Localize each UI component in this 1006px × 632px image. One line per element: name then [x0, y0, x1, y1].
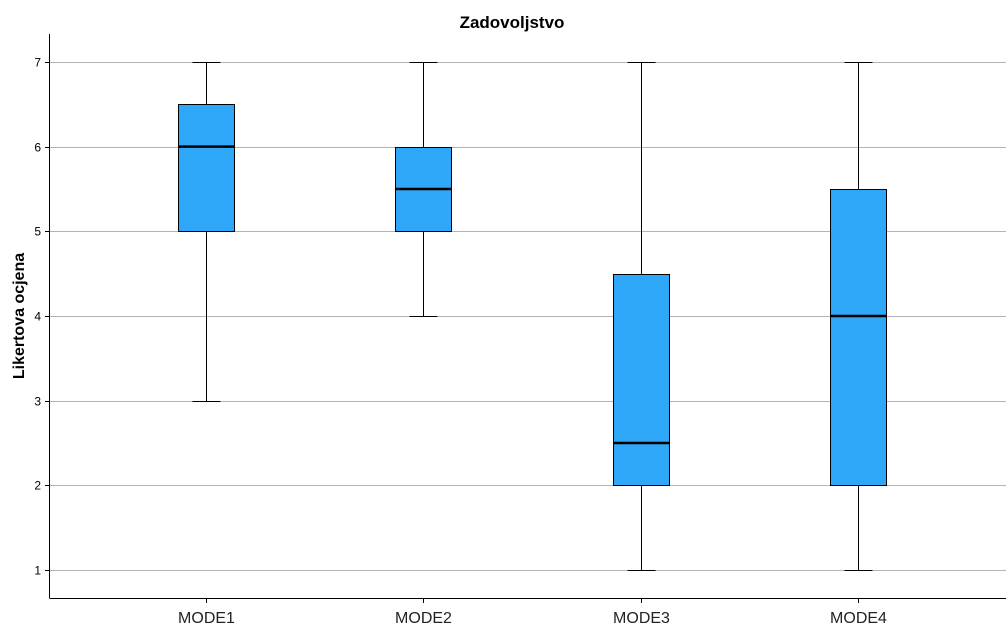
y-tick-label-5: 5: [34, 225, 41, 239]
iqr-box: [613, 274, 670, 486]
chart-title: Zadovoljstvo: [460, 13, 565, 32]
y-axis-label: Likertova ocjena: [11, 253, 28, 379]
y-tick-label-4: 4: [34, 310, 41, 324]
y-tick-label-1: 1: [34, 564, 41, 578]
x-tick-labels: MODE1 MODE2 MODE3 MODE4: [178, 598, 887, 627]
box-mode1: [178, 62, 235, 402]
box-mode2: [395, 62, 452, 317]
y-tick-label-6: 6: [34, 141, 41, 155]
iqr-box: [178, 104, 235, 232]
y-tick-labels: 1 2 3 4 5 6 7: [34, 56, 50, 578]
x-tick-label-mode3: MODE3: [613, 610, 670, 627]
y-tick-label-2: 2: [34, 479, 41, 493]
y-tick-label-3: 3: [34, 395, 41, 409]
x-tick-label-mode2: MODE2: [395, 610, 452, 627]
x-tick-label-mode4: MODE4: [830, 610, 887, 627]
boxes: [178, 62, 887, 571]
iqr-box: [830, 189, 887, 486]
box-mode3: [613, 62, 670, 571]
x-tick-label-mode1: MODE1: [178, 610, 235, 627]
y-tick-label-7: 7: [34, 56, 41, 70]
box-mode4: [830, 62, 887, 571]
